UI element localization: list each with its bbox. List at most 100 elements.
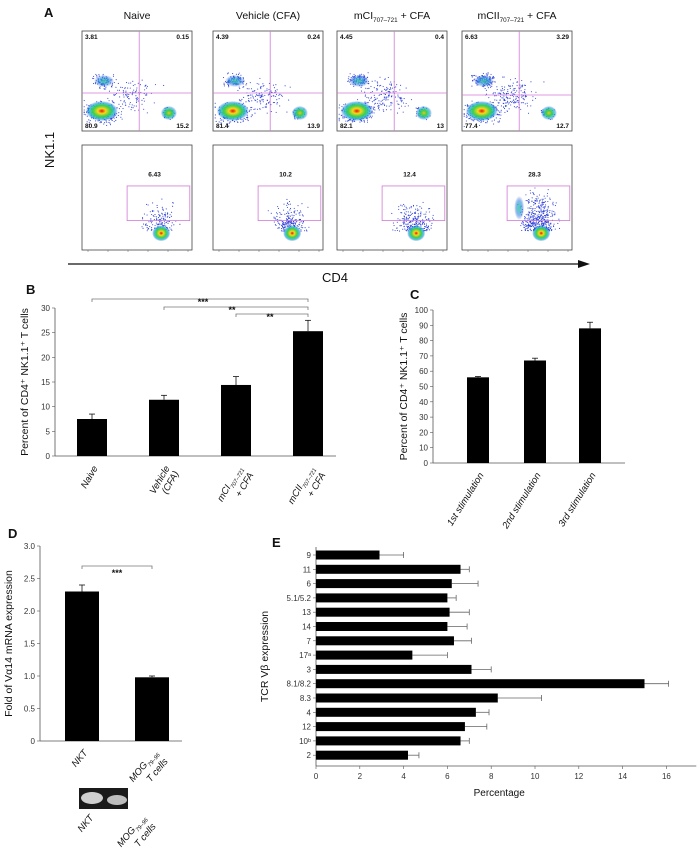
event-dot [508, 84, 510, 86]
y-tick-label: 40 [419, 398, 428, 407]
event-dot [276, 213, 279, 215]
y-tick-label: 3.0 [24, 542, 36, 551]
event-dot [513, 106, 515, 108]
event-dot [383, 88, 386, 90]
event-dot [495, 117, 497, 119]
event-dot [380, 93, 382, 96]
event-dot [493, 123, 495, 125]
event-dot [254, 112, 256, 114]
event-dot [162, 208, 164, 210]
event-dot [379, 102, 381, 104]
event-dot [293, 221, 295, 223]
event-dot [275, 84, 277, 86]
event-dot [508, 102, 510, 104]
event-dot [226, 123, 228, 125]
event-dot [541, 202, 543, 204]
event-dot [545, 210, 547, 212]
event-dot [499, 96, 502, 98]
event-dot [141, 103, 143, 105]
event-dot [307, 206, 309, 208]
y-tick-label: 0 [424, 459, 429, 468]
plot-frame [336, 144, 448, 251]
event-dot [541, 210, 543, 212]
event-dot [120, 100, 122, 102]
bar [149, 399, 179, 456]
event-dot [510, 104, 512, 106]
event-dot [240, 121, 242, 123]
event-dot [161, 222, 163, 224]
event-dot [527, 202, 530, 204]
event-dot [245, 84, 247, 86]
label-line2: T cells [145, 756, 171, 784]
event-dot [111, 119, 113, 121]
event-dot [305, 229, 308, 231]
label-main: Vehicle (CFA) [236, 10, 300, 22]
event-dot [514, 78, 516, 80]
event-dot [529, 189, 531, 191]
event-dot [393, 224, 395, 227]
event-dot [532, 218, 534, 220]
event-dot [237, 73, 239, 76]
event-dot [543, 208, 545, 210]
event-dot [222, 77, 225, 79]
event-dot [404, 223, 406, 225]
event-dot [369, 99, 371, 101]
event-dot [400, 100, 402, 102]
event-dot [423, 223, 425, 225]
event-dot [380, 100, 382, 102]
event-dot [415, 221, 417, 223]
event-dot [295, 221, 297, 223]
event-dot [485, 93, 488, 95]
y-category-label: 2 [307, 751, 312, 760]
event-dot [376, 97, 378, 99]
event-dot [118, 108, 120, 110]
event-dot [374, 98, 377, 100]
event-dot [298, 218, 300, 220]
event-dot [123, 96, 125, 98]
event-dot [408, 207, 410, 209]
event-dot [542, 206, 544, 208]
quadrant-percent-ul: 4.45 [340, 34, 353, 41]
event-dot [95, 73, 97, 75]
event-dot [536, 195, 538, 197]
event-dot [521, 229, 523, 231]
event-dot [498, 110, 500, 112]
event-dot [543, 219, 545, 221]
event-dot [249, 109, 251, 111]
flow-plot-nk11-vs-cd4: 6.63 3.29 77.4 12.7 [461, 30, 573, 132]
event-dot [493, 119, 495, 121]
event-dot [486, 120, 488, 122]
event-dot [491, 85, 493, 87]
event-dot [378, 94, 380, 97]
event-dot [523, 95, 525, 97]
event-dot [377, 105, 379, 107]
event-dot [246, 88, 248, 90]
x-tick-label: 0 [314, 772, 319, 781]
event-dot [384, 97, 386, 99]
event-dot [526, 200, 528, 202]
event-dot [146, 203, 148, 205]
event-dot [550, 222, 552, 224]
event-dot [526, 221, 528, 223]
event-dot [488, 97, 490, 99]
event-dot [550, 223, 552, 225]
event-dot [525, 228, 527, 230]
event-dot [286, 198, 288, 201]
event-dot [156, 217, 158, 219]
event-dot [122, 89, 124, 91]
event-dot [250, 109, 252, 111]
event-dot [349, 73, 351, 75]
gate-rectangle [381, 185, 446, 221]
event-dot [377, 102, 379, 104]
event-dot [405, 211, 407, 213]
bar [467, 377, 489, 463]
significance-bracket [81, 565, 153, 569]
event-dot [536, 198, 538, 200]
event-dot [364, 95, 366, 97]
event-dot [396, 229, 398, 232]
event-dot [524, 89, 526, 91]
event-dot [423, 221, 425, 223]
event-dot [542, 218, 544, 220]
event-dot [161, 212, 163, 214]
